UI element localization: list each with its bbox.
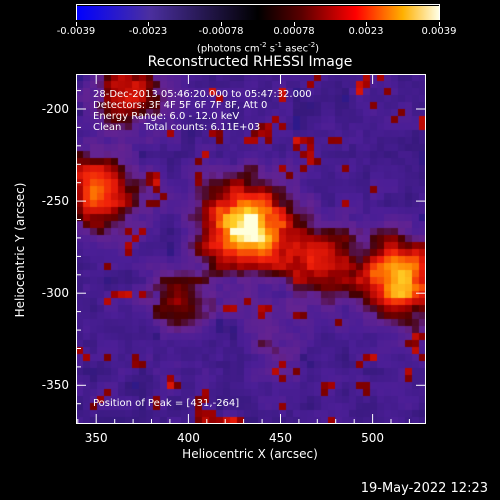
colorbar-tick-label-3: 0.00078 bbox=[273, 26, 315, 37]
info-clean: Clean bbox=[93, 122, 122, 133]
colorbar-units-exp2: -1 bbox=[275, 41, 283, 49]
colorbar-tick-label-2: -0.00078 bbox=[198, 26, 244, 37]
colorbar-units-mid: s bbox=[266, 43, 276, 55]
colorbar-tick-label-4: 0.0023 bbox=[348, 26, 384, 37]
y-tick-label-1: -250 bbox=[41, 194, 69, 209]
plot-ticks bbox=[76, 74, 426, 424]
info-energy-range: Energy Range: 6.0 - 12.0 keV bbox=[93, 111, 240, 122]
colorbar-units: (photons cm-2 s-1 asec-2) bbox=[197, 39, 319, 55]
x-tick-label-3: 500 bbox=[361, 431, 385, 445]
y-tick-label-2: -300 bbox=[41, 286, 69, 301]
colorbar bbox=[76, 4, 440, 20]
colorbar-tick-4 bbox=[366, 22, 367, 26]
colorbar-units-prefix: (photons cm bbox=[196, 43, 260, 55]
colorbar-units-exp1: -2 bbox=[259, 41, 267, 49]
colorbar-tick-0 bbox=[76, 22, 77, 26]
colorbar-tick-label-5: 0.0039 bbox=[421, 26, 457, 37]
colorbar-gradient bbox=[77, 6, 439, 20]
info-time-range: 28-Dec-2013 05:46:20.000 to 05:47:32.000 bbox=[93, 89, 312, 100]
colorbar-units-suffix: ) bbox=[315, 43, 320, 55]
x-tick-label-2: 450 bbox=[269, 431, 292, 445]
colorbar-tick-label-0: -0.0039 bbox=[56, 26, 96, 37]
colorbar-tick-5 bbox=[439, 22, 440, 26]
info-total-counts: Total counts: 6.11E+03 bbox=[144, 122, 261, 133]
colorbar-units-exp3: -2 bbox=[308, 41, 316, 49]
colorbar-tick-3 bbox=[294, 22, 295, 26]
colorbar-tick-1 bbox=[148, 22, 149, 26]
heatmap-canvas bbox=[76, 74, 426, 424]
x-axis-label: Heliocentric X (arcsec) bbox=[182, 447, 318, 461]
y-axis-label: Heliocentric Y (arcsec) bbox=[13, 182, 27, 318]
colorbar-tick-2 bbox=[221, 22, 222, 26]
image-title: Reconstructed RHESSI Image bbox=[147, 54, 353, 70]
y-tick-label-0: -200 bbox=[41, 102, 69, 116]
colorbar-tick-label-1: -0.0023 bbox=[128, 26, 168, 37]
x-tick-label-0: 350 bbox=[84, 431, 108, 445]
x-tick-label-1: 400 bbox=[176, 431, 200, 445]
info-detectors: Detectors: 3F 4F 5F 6F 7F 8F, Att 0 bbox=[93, 100, 268, 111]
footer-timestamp: 19-May-2022 12:23 bbox=[360, 481, 488, 496]
y-tick-label-3: -350 bbox=[41, 378, 69, 393]
colorbar-units-mid2: asec bbox=[282, 43, 309, 55]
info-peak-position: Position of Peak = [431,-264] bbox=[93, 398, 240, 409]
rhessi-image-plot: 28-Dec-2013 05:46:20.000 to 05:47:32.000… bbox=[76, 74, 426, 424]
